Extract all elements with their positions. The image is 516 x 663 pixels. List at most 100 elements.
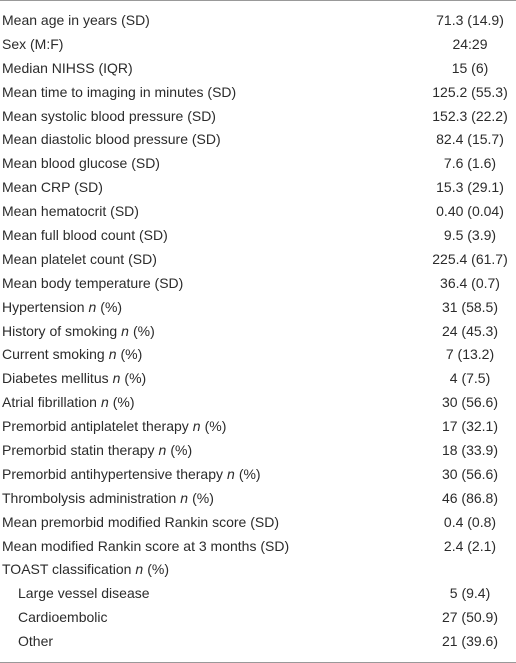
row-label: Mean hematocrit (SD) — [2, 200, 139, 224]
row-label: Mean time to imaging in minutes (SD) — [2, 81, 236, 105]
label-text: Mean platelet count (SD) — [2, 250, 157, 267]
row-label: Mean CRP (SD) — [2, 176, 103, 200]
label-text: Hypertension — [2, 298, 85, 315]
table-row: Mean hematocrit (SD) 0.40 (0.04) — [0, 200, 516, 224]
label-text: Mean age in years (SD) — [2, 12, 150, 28]
label-text: Mean systolic blood pressure (SD) — [2, 107, 216, 124]
row-value: 7 (13.2) — [445, 346, 495, 363]
stat-unit: (%) — [120, 346, 143, 363]
row-value: 5 (9.4) — [449, 585, 491, 602]
label-text: Diabetes mellitus — [2, 370, 109, 387]
row-label: Mean blood glucose (SD) — [2, 152, 160, 176]
row-value: 15 (6) — [451, 59, 489, 76]
table-row: History of smoking n (%) 24 (45.3) — [0, 320, 516, 344]
stat-unit: (%) — [192, 489, 214, 506]
stat-symbol: n — [108, 346, 117, 363]
table-row: Mean full blood count (SD) 9.5 (3.9) — [0, 224, 516, 248]
row-label: Premorbid antihypertensive therapy n (%) — [2, 463, 261, 487]
row-value: 0.40 (0.04) — [436, 203, 504, 220]
row-value: 9.5 (3.9) — [443, 227, 497, 244]
table-row: Diabetes mellitus n (%) 4 (7.5) — [0, 367, 516, 391]
table-row: Large vessel disease 5 (9.4) — [0, 582, 516, 606]
table-row: Mean diastolic blood pressure (SD) 82.4 (… — [0, 128, 516, 152]
row-value: 71.3 (14.9) — [436, 12, 504, 28]
table-row: Mean premorbid modified Rankin score (SD… — [0, 511, 516, 535]
stat-unit: (%) — [132, 322, 155, 339]
row-label: History of smoking n (%) — [2, 320, 155, 344]
stat-symbol: n — [227, 465, 235, 482]
row-label: Mean platelet count (SD) — [2, 248, 157, 272]
table-row: Sex (M:F) 24:29 — [0, 33, 516, 57]
label-text: Current smoking — [2, 346, 105, 363]
table-row: Premorbid antihypertensive therapy n (%) 30… — [0, 463, 516, 487]
label-text: Mean premorbid modified Rankin score (SD… — [2, 513, 279, 530]
label-text: Mean hematocrit (SD) — [2, 203, 139, 220]
row-value: 125.2 (55.3) — [432, 83, 508, 100]
stat-symbol: n — [180, 489, 189, 506]
row-value: 18 (33.9) — [441, 442, 499, 459]
label-text: Median NIHSS (IQR) — [2, 59, 133, 76]
label-text: Other — [18, 633, 54, 650]
table-row: Mean time to imaging in minutes (SD) 125.… — [0, 81, 516, 105]
row-value: 225.4 (61.7) — [432, 250, 508, 267]
row-label: Current smoking n (%) — [2, 343, 142, 367]
label-text: Mean blood glucose (SD) — [2, 155, 160, 172]
label-text: History of smoking — [2, 322, 118, 339]
table-row: Thrombolysis administration n (%) 46 (86.8) — [0, 487, 516, 511]
table-row: Premorbid statin therapy n (%) 18 (33.9) — [0, 439, 516, 463]
stat-symbol: n — [121, 322, 129, 339]
table-row: Hypertension n (%) 31 (58.5) — [0, 296, 516, 320]
row-value: 7.6 (1.6) — [443, 155, 497, 172]
row-label: Diabetes mellitus n (%) — [2, 367, 146, 391]
row-label: Mean diastolic blood pressure (SD) — [2, 128, 221, 152]
label-text: Sex (M:F) — [2, 35, 64, 52]
row-value: 24 (45.3) — [441, 322, 499, 339]
label-text: Mean modified Rankin score at 3 months (… — [2, 537, 290, 554]
table-row: Mean platelet count (SD) 225.4 (61.7) — [0, 248, 516, 272]
label-text: Mean full blood count (SD) — [2, 227, 168, 244]
row-label: Mean full blood count (SD) — [2, 224, 168, 248]
stat-unit: (%) — [238, 465, 261, 482]
row-value: 15.3 (29.1) — [436, 179, 504, 196]
table-row: Mean age in years (SD) 71.3 (14.9) — [0, 9, 516, 33]
table-row: Atrial fibrillation n (%) 30 (56.6) — [0, 391, 516, 415]
row-label: Atrial fibrillation n (%) — [2, 391, 135, 415]
table-row: Mean CRP (SD) 15.3 (29.1) — [0, 176, 516, 200]
row-value: 21 (39.6) — [441, 633, 499, 650]
row-label: Premorbid antiplatelet therapy n (%) — [2, 415, 226, 439]
row-label: Mean age in years (SD) — [2, 9, 150, 33]
label-text: Mean body temperature (SD) — [2, 274, 184, 291]
row-label: Mean premorbid modified Rankin score (SD… — [2, 511, 279, 535]
table-row: Mean blood glucose (SD) 7.6 (1.6) — [0, 152, 516, 176]
table-row: Mean systolic blood pressure (SD) 152.3 (… — [0, 105, 516, 129]
stat-unit: (%) — [100, 298, 123, 315]
row-value: 2.4 (2.1) — [443, 537, 497, 554]
row-value: 30 (56.6) — [441, 465, 499, 482]
row-value: 82.4 (15.7) — [436, 131, 504, 148]
stat-symbol: n — [158, 442, 167, 459]
stat-unit: (%) — [124, 370, 147, 387]
table-row: Other 21 (39.6) — [0, 630, 516, 654]
table-row: Current smoking n (%) 7 (13.2) — [0, 343, 516, 367]
row-value: 152.3 (22.2) — [432, 107, 508, 124]
row-label: TOAST classification n (%) — [2, 558, 169, 582]
row-label: Other — [18, 630, 53, 654]
table-row: TOAST classification n (%) — [0, 558, 516, 582]
label-text: Thrombolysis administration — [2, 489, 177, 506]
stat-unit: (%) — [204, 418, 227, 435]
table-row: Mean modified Rankin score at 3 months (… — [0, 535, 516, 559]
row-value: 27 (50.9) — [441, 609, 499, 626]
row-label: Mean modified Rankin score at 3 months (… — [2, 535, 289, 559]
row-value: 17 (32.1) — [441, 418, 499, 435]
row-label: Cardioembolic — [18, 606, 107, 630]
row-value: 36.4 (0.7) — [440, 274, 500, 291]
label-text: Mean diastolic blood pressure (SD) — [2, 131, 221, 148]
row-label: Sex (M:F) — [2, 33, 63, 57]
stat-symbol: n — [135, 561, 144, 578]
row-label: Premorbid statin therapy n (%) — [2, 439, 192, 463]
row-value: 31 (58.5) — [441, 298, 499, 315]
row-value: 46 (86.8) — [441, 489, 499, 506]
label-text: TOAST classification — [2, 561, 132, 578]
row-label: Median NIHSS (IQR) — [2, 57, 133, 81]
